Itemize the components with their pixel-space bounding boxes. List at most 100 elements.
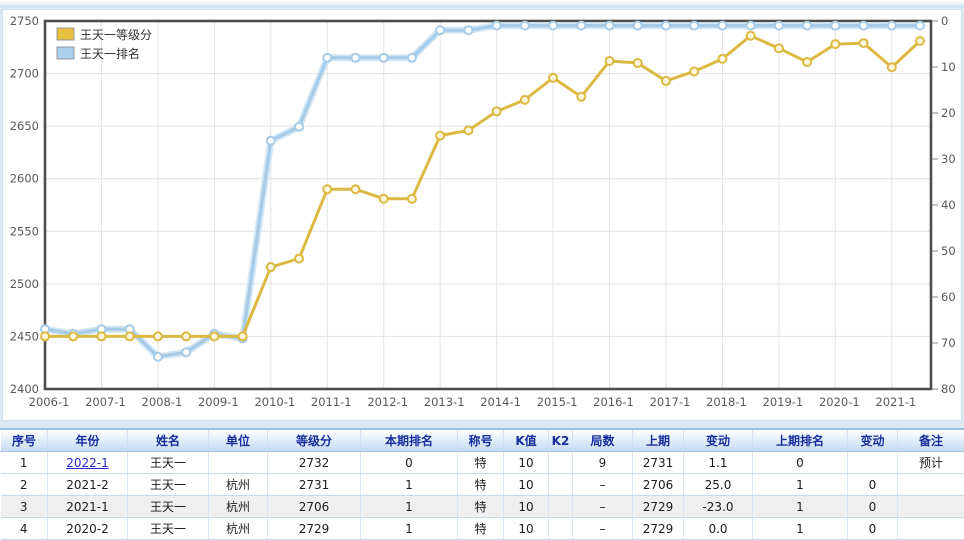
right-axis-tick: 10 xyxy=(941,60,956,74)
cell-年份-row1: 2022-1 xyxy=(48,452,128,474)
x-axis-tick: 2012-1 xyxy=(367,395,408,409)
cell-序号-row1: 1 xyxy=(1,452,48,474)
cell-变动-row4: 0.0 xyxy=(684,518,753,540)
rating-data-point xyxy=(210,332,218,340)
right-axis-tick: 80 xyxy=(941,382,956,396)
x-axis-tick: 2017-1 xyxy=(650,395,691,409)
rank-data-point xyxy=(351,54,359,62)
column-header-10: 上期 xyxy=(633,429,684,452)
rating-data-point xyxy=(634,59,642,67)
rating-data-point xyxy=(436,132,444,140)
rating-data-point xyxy=(408,195,416,203)
x-axis-tick: 2010-1 xyxy=(254,395,295,409)
cell-姓名-row1: 王天一 xyxy=(128,452,209,474)
rating-data-point xyxy=(493,107,501,115)
rating-data-point xyxy=(295,255,303,263)
cell-变动-row1: 1.1 xyxy=(684,452,753,474)
column-header-4: 等级分 xyxy=(268,429,361,452)
cell-上期-row3: 2729 xyxy=(633,496,684,518)
legend-label: 王天一排名 xyxy=(80,46,140,61)
rank-data-point xyxy=(267,137,275,145)
cell-单位-row4: 杭州 xyxy=(209,518,268,540)
rank-data-point xyxy=(323,54,331,62)
right-axis-tick: 40 xyxy=(941,198,956,212)
left-axis-tick: 2650 xyxy=(10,119,39,133)
cell-局数-row2: – xyxy=(573,474,633,496)
column-header-11: 变动 xyxy=(684,429,753,452)
cell-上期-row1: 2731 xyxy=(633,452,684,474)
plot-border xyxy=(45,21,931,389)
left-axis-tick: 2700 xyxy=(10,67,39,81)
cell-单位-row2: 杭州 xyxy=(209,474,268,496)
rank-data-point xyxy=(408,54,416,62)
rating-data-point xyxy=(41,332,49,340)
column-header-2: 姓名 xyxy=(128,429,209,452)
cell-局数-row4: – xyxy=(573,518,633,540)
cell-等级分-row4: 2729 xyxy=(268,518,361,540)
year-period-link[interactable]: 2022-1 xyxy=(66,456,109,470)
rating-rank-line-chart: 2750270026502600255025002450240001020304… xyxy=(3,10,961,418)
cell-序号-row4: 4 xyxy=(1,518,48,540)
cell-年份-row2: 2021-2 xyxy=(48,474,128,496)
rating-data-point xyxy=(464,126,472,134)
rank-data-point xyxy=(436,26,444,34)
cell-序号-row2: 2 xyxy=(1,474,48,496)
cell-年份-row4: 2020-2 xyxy=(48,518,128,540)
rank-data-point xyxy=(464,26,472,34)
rank-data-point xyxy=(690,22,698,30)
rating-data-point xyxy=(323,185,331,193)
right-axis-tick: 0 xyxy=(941,14,948,28)
x-axis-tick: 2006-1 xyxy=(29,395,70,409)
right-axis-tick: 50 xyxy=(941,244,956,258)
cell-上期排名-row4: 1 xyxy=(753,518,848,540)
rating-data-point xyxy=(747,32,755,40)
legend-swatch xyxy=(57,28,74,40)
x-axis-tick: 2019-1 xyxy=(763,395,804,409)
rating-data-point xyxy=(239,332,247,340)
rank-data-point xyxy=(888,22,896,30)
rank-data-point xyxy=(634,22,642,30)
cell-变动-row3: -23.0 xyxy=(684,496,753,518)
rank-data-point xyxy=(521,22,529,30)
right-axis-tick: 30 xyxy=(941,152,956,166)
left-axis-tick: 2750 xyxy=(10,14,39,28)
x-axis-tick: 2018-1 xyxy=(706,395,747,409)
cell-变动-row2: 25.0 xyxy=(684,474,753,496)
cell-K2-row1 xyxy=(549,452,573,474)
rating-data-point xyxy=(718,55,726,63)
cell-K2-row3 xyxy=(549,496,573,518)
rank-data-point xyxy=(775,22,783,30)
cell-等级分-row3: 2706 xyxy=(268,496,361,518)
rating-data-point xyxy=(831,40,839,48)
cell-上期排名-row1: 0 xyxy=(753,452,848,474)
cell-局数-row3: – xyxy=(573,496,633,518)
cell-上期-row2: 2706 xyxy=(633,474,684,496)
rating-data-point xyxy=(97,332,105,340)
rating-data-point xyxy=(521,96,529,104)
column-header-9: 局数 xyxy=(573,429,633,452)
rank-data-point xyxy=(549,22,557,30)
cell-姓名-row3: 王天一 xyxy=(128,496,209,518)
cell-K2-row4 xyxy=(549,518,573,540)
rating-data-point xyxy=(549,74,557,82)
cell-变动-row4: 0 xyxy=(848,518,898,540)
cell-等级分-row1: 2732 xyxy=(268,452,361,474)
rank-data-point xyxy=(154,353,162,361)
gridlines xyxy=(45,21,931,389)
column-header-12: 上期排名 xyxy=(753,429,848,452)
cell-K值-row4: 10 xyxy=(504,518,549,540)
rank-data-point xyxy=(803,22,811,30)
cell-本期排名-row3: 1 xyxy=(361,496,458,518)
rank-data-point xyxy=(493,22,501,30)
cell-称号-row1: 特 xyxy=(458,452,504,474)
cell-上期排名-row3: 1 xyxy=(753,496,848,518)
rank-data-point xyxy=(831,22,839,30)
right-axis-tick: 70 xyxy=(941,336,956,350)
rating-data-point xyxy=(888,63,896,71)
